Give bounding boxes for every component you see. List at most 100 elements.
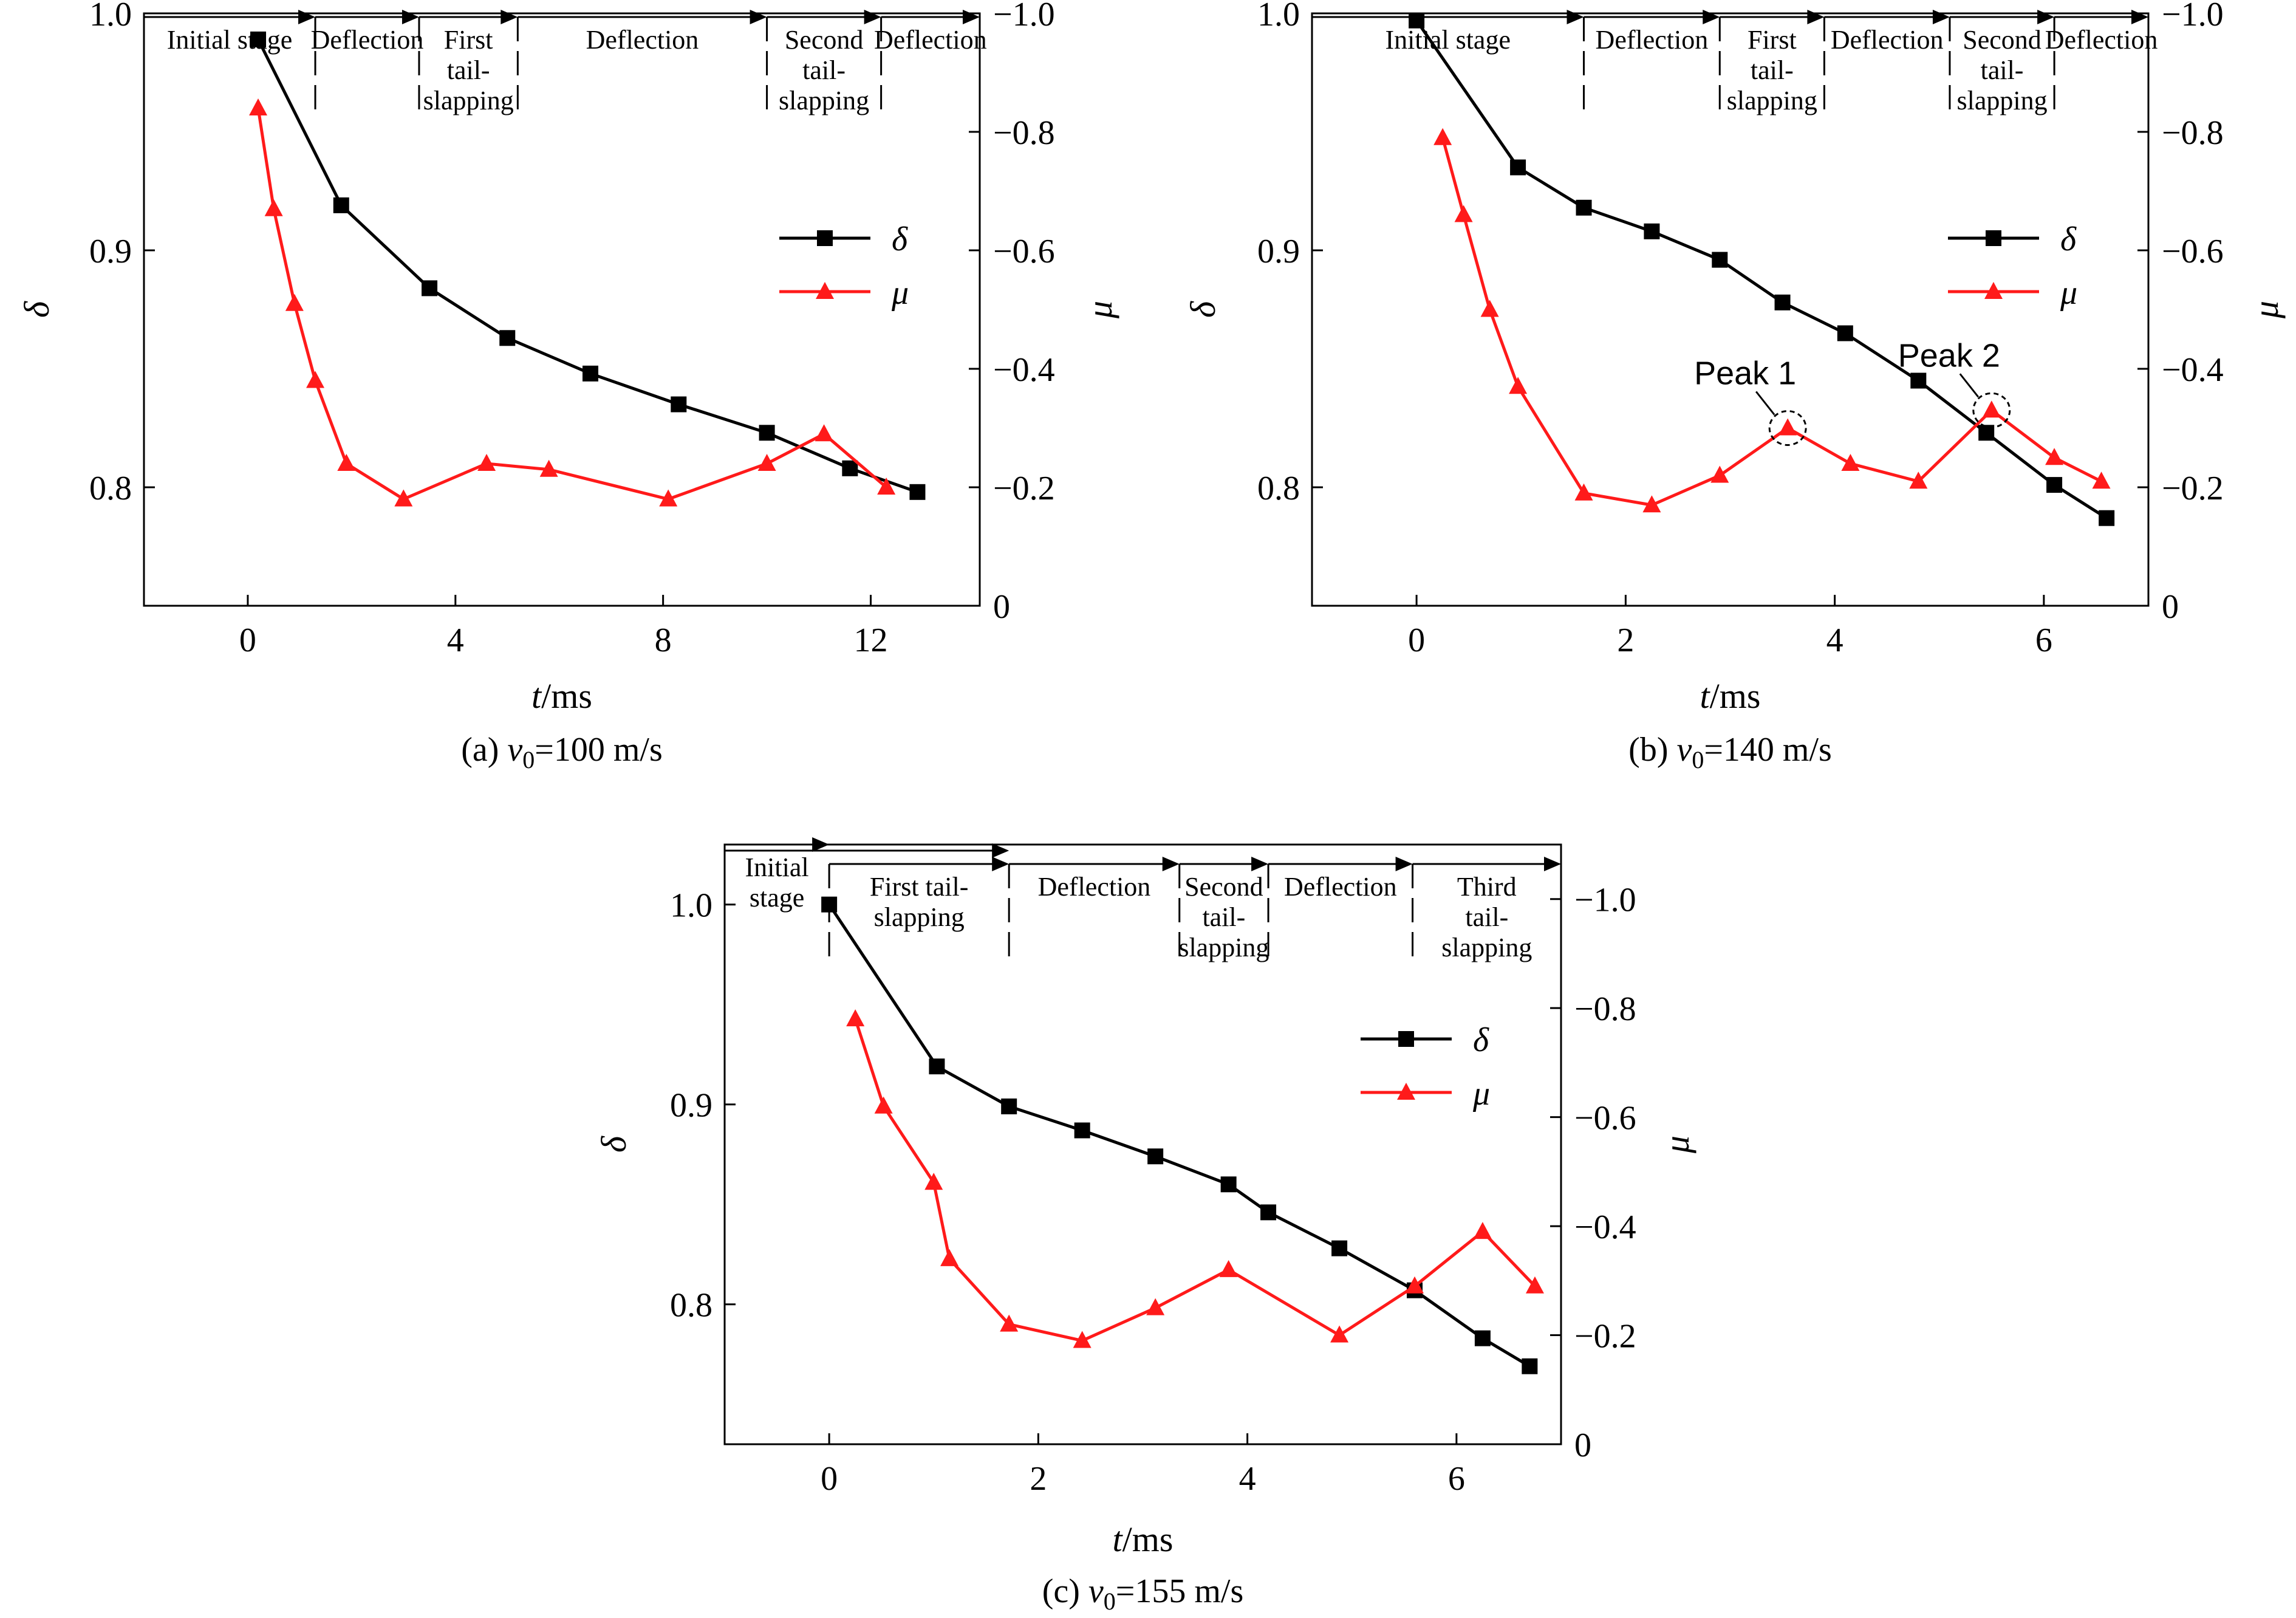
y-right-tick-label: 0 — [1574, 1427, 1591, 1464]
x-tick-label: 0 — [239, 622, 256, 659]
data-point-mu — [337, 454, 356, 471]
data-point-mu — [1406, 1276, 1424, 1294]
y-left-tick-label: 0.8 — [670, 1287, 712, 1325]
y-right-tick-label: −1.0 — [2162, 0, 2224, 33]
y-right-tick-label: 0 — [993, 588, 1010, 626]
data-point-delta — [1712, 252, 1728, 268]
data-point-delta — [1260, 1204, 1277, 1221]
peak-marker — [1972, 392, 2011, 428]
data-point-mu — [1000, 1314, 1019, 1332]
stage-label: Deflection — [1284, 872, 1397, 902]
y-right-tick-label: −0.6 — [2162, 233, 2224, 270]
y-left-tick-label: 0.8 — [89, 470, 132, 507]
stage-label: Deflection — [2045, 25, 2158, 55]
x-tick-label: 8 — [655, 622, 672, 659]
stage-arrow-head — [750, 10, 767, 24]
stage-arrow-head — [1807, 10, 1825, 24]
data-point-mu — [1219, 1260, 1238, 1277]
stage-label: Deflection — [311, 25, 424, 55]
data-point-mu — [2045, 448, 2064, 465]
data-point-mu — [940, 1249, 959, 1266]
data-point-delta — [1576, 199, 1592, 216]
stage-label: Initial stage — [167, 25, 293, 55]
legend-marker — [1986, 230, 2001, 246]
y-left-tick-label: 1.0 — [89, 0, 132, 33]
stage-label: slapping — [874, 902, 965, 932]
y-right-axis-title: μ — [1657, 1136, 1696, 1154]
data-point-mu — [249, 98, 268, 115]
y-right-tick-label: −1.0 — [993, 0, 1055, 33]
x-tick-label: 12 — [854, 622, 888, 659]
x-tick-label: 2 — [1617, 622, 1634, 659]
stage-arrow-head — [401, 10, 419, 24]
stage-label: tail- — [1465, 902, 1508, 932]
data-point-delta — [759, 425, 775, 441]
stage-label: Second — [1184, 872, 1263, 902]
stage-arrow-head — [501, 10, 518, 24]
legend-marker — [1398, 1031, 1414, 1047]
stage-label: slapping — [1727, 86, 1817, 115]
legend-label: μ — [2060, 274, 2077, 312]
data-point-delta — [1147, 1148, 1164, 1165]
data-point-mu — [1574, 483, 1593, 501]
stage-label: Second — [1963, 25, 2041, 55]
peak-marker — [1768, 410, 1807, 446]
data-point-delta — [1001, 1098, 1017, 1114]
chart-panel-0: 0 4 8 12 0.8 0.9 1.0 0 −0.2 −0.4 −0.6 −0.8 −1.0 t/ms δ… — [17, 0, 1119, 773]
peak-label: Peak 2 — [1898, 337, 2000, 374]
data-point-mu — [1778, 418, 1797, 436]
stage-arrow-head — [992, 857, 1010, 871]
y-right-tick-label: −0.6 — [993, 233, 1055, 270]
y-left-axis-title: δ — [17, 301, 56, 318]
stage-label: Initial — [745, 852, 809, 882]
data-point-mu — [1146, 1298, 1165, 1315]
data-point-mu — [1454, 205, 1473, 222]
data-point-delta — [1644, 223, 1660, 239]
stage-arrow-head — [1544, 857, 1561, 871]
stage-arrow-head — [1251, 857, 1269, 871]
data-point-mu — [1480, 300, 1499, 317]
y-right-tick-label: −0.4 — [993, 351, 1055, 389]
data-point-mu — [1982, 400, 2001, 418]
y-right-tick-label: −0.2 — [1574, 1318, 1636, 1356]
stage-label: slapping — [1178, 933, 1269, 962]
data-point-delta — [1837, 325, 1853, 341]
data-point-delta — [909, 484, 926, 500]
stage-label: First — [1748, 25, 1797, 55]
legend-label: μ — [1472, 1075, 1490, 1112]
data-point-delta — [250, 31, 267, 47]
y-left-tick-label: 0.9 — [1257, 233, 1300, 270]
y-right-tick-label: −1.0 — [1574, 882, 1636, 919]
data-point-delta — [583, 365, 599, 382]
data-point-delta — [499, 330, 516, 346]
data-point-delta — [671, 396, 687, 413]
data-point-delta — [1910, 372, 1927, 389]
data-point-delta — [1522, 1358, 1538, 1374]
stage-label: Deflection — [874, 25, 987, 55]
stage-arrow-head — [1567, 10, 1584, 24]
data-point-mu — [1525, 1276, 1544, 1294]
stage-arrow-head — [2037, 10, 2055, 24]
y-left-tick-label: 0.8 — [1257, 470, 1300, 507]
stage-label: tail- — [1981, 55, 2024, 85]
data-point-delta — [1474, 1330, 1491, 1346]
legend-label: δ — [1473, 1021, 1489, 1059]
data-point-mu — [1473, 1222, 1492, 1239]
stage-label: Initial stage — [1385, 25, 1511, 55]
y-right-tick-label: −0.8 — [993, 114, 1055, 152]
y-left-axis-title: δ — [594, 1136, 634, 1153]
data-point-delta — [842, 460, 858, 476]
legend-label: δ — [892, 221, 908, 258]
data-point-mu — [1433, 128, 1452, 145]
peak-label: Peak 1 — [1694, 355, 1796, 392]
x-tick-label: 4 — [447, 622, 464, 659]
stage-arrow-head — [1162, 857, 1180, 871]
x-tick-label: 4 — [1826, 622, 1843, 659]
data-point-mu — [2092, 471, 2111, 489]
series-line-mu — [256, 108, 887, 501]
y-right-axis-title: μ — [1080, 301, 1119, 319]
plot-frame — [1311, 12, 2150, 607]
panel-caption: (a) v0=100 m/s — [461, 731, 663, 773]
data-point-mu — [394, 489, 413, 507]
